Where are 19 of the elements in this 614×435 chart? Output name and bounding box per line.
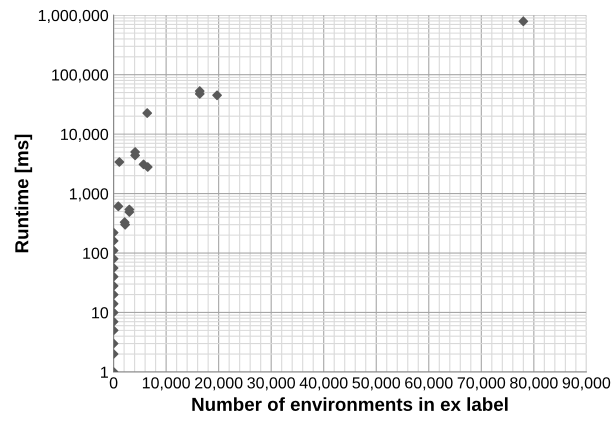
x-tick-label: 80,000 [510, 377, 558, 390]
x-tick-label: 40,000 [300, 377, 348, 390]
x-tick-label: 90,000 [562, 377, 610, 390]
x-tick-label: 30,000 [247, 377, 295, 390]
x-tick-label: 50,000 [352, 377, 400, 390]
x-tick-label: 70,000 [458, 377, 506, 390]
y-tick-label: 10,000 [61, 128, 108, 142]
y-tick-label: 1,000,000 [38, 10, 108, 24]
x-axis-title: Number of environments in ex label [192, 397, 508, 412]
y-tick-label: 1,000 [70, 188, 108, 202]
x-tick-label: 0 [110, 377, 118, 389]
y-tick-label: 100 [83, 248, 108, 259]
x-tick-label: 10,000 [142, 377, 190, 390]
y-tick-label: 100,000 [52, 69, 108, 83]
x-tick-label: 60,000 [405, 377, 453, 390]
y-axis-title: Runtime [ms] [14, 134, 32, 252]
x-tick-label: 20,000 [195, 377, 242, 390]
y-tick-label: 1 [101, 366, 108, 378]
y-tick-label: 10 [92, 307, 108, 318]
